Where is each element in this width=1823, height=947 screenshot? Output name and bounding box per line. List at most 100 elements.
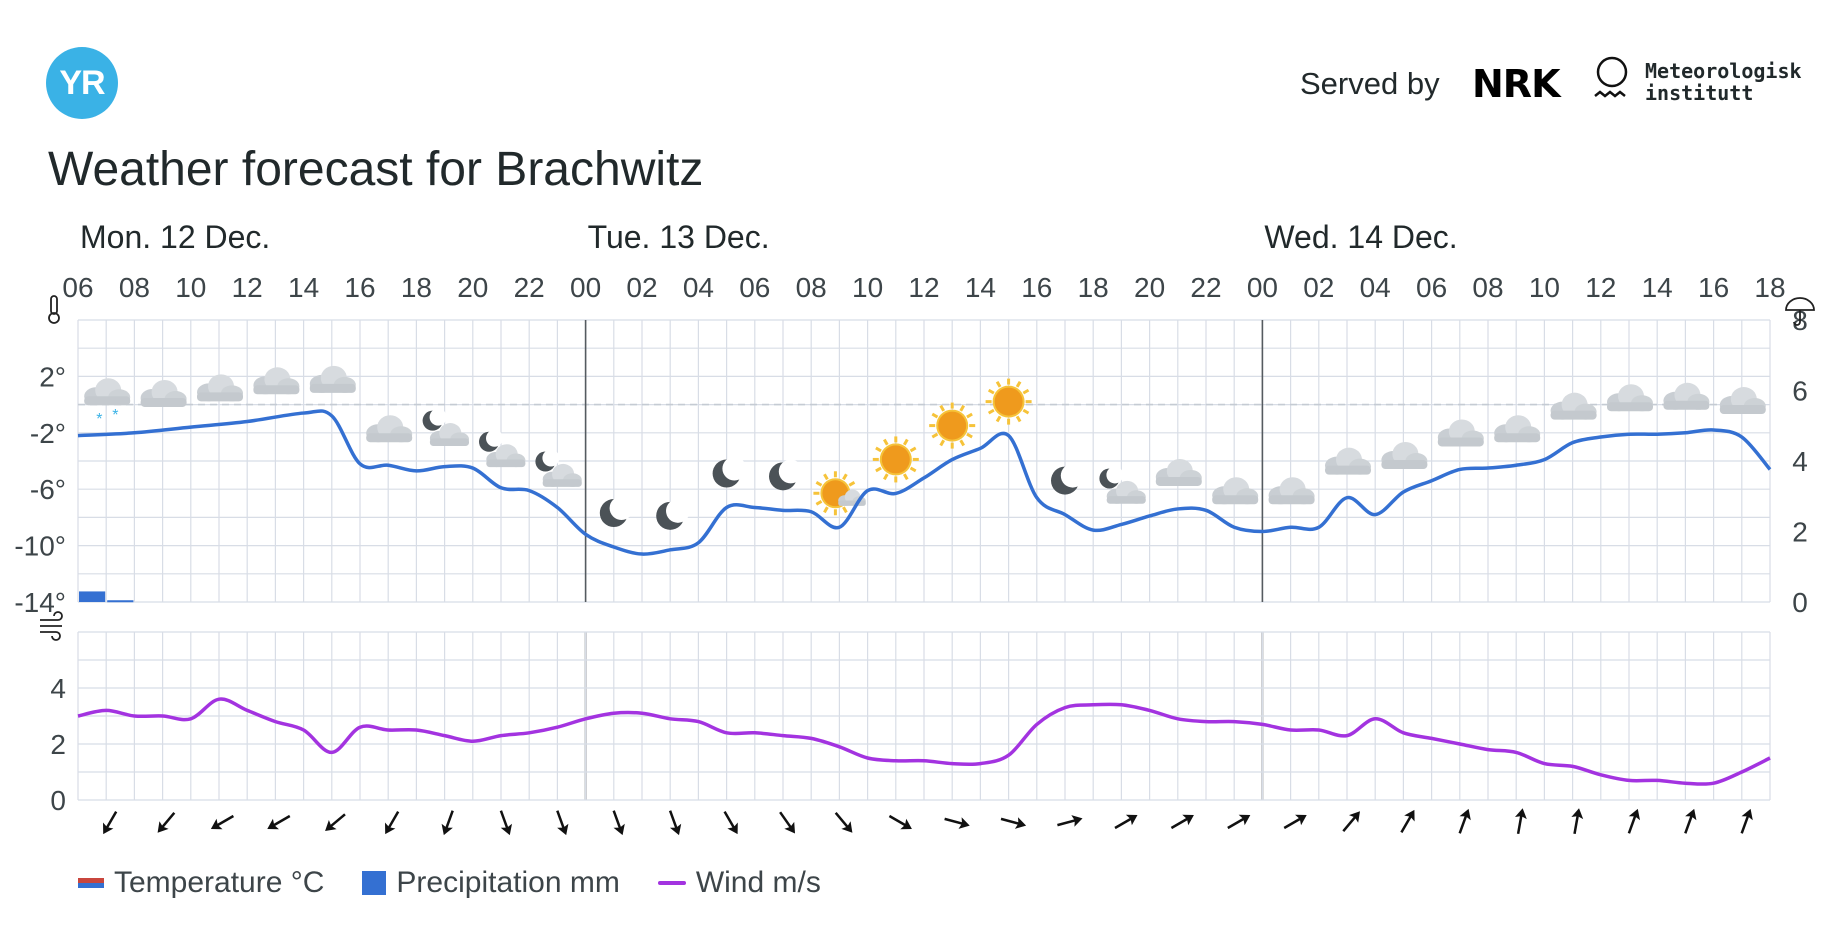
precipitation-swatch bbox=[362, 871, 387, 895]
wind-arrow-head bbox=[1685, 808, 1697, 821]
hour-tick-label: 06 bbox=[1416, 272, 1447, 303]
sun-ray bbox=[815, 480, 823, 487]
hour-tick-label: 10 bbox=[1529, 272, 1560, 303]
precipitation-bars bbox=[79, 591, 134, 603]
wind-arrow-head bbox=[1404, 809, 1415, 822]
sun-ray bbox=[909, 446, 917, 453]
sun-ray bbox=[883, 438, 889, 446]
hour-tick-label: 06 bbox=[62, 272, 93, 303]
wind-tick-label: 2 bbox=[50, 729, 66, 760]
temperature-tick-label: -6° bbox=[30, 474, 66, 505]
yr-logo[interactable]: YR bbox=[46, 47, 118, 119]
sun-ray bbox=[842, 473, 848, 481]
temperature-tick-label: -2° bbox=[30, 418, 66, 449]
sun-ray bbox=[1022, 408, 1030, 415]
wind-arrow-head bbox=[900, 818, 912, 830]
temperature-line bbox=[77, 409, 1772, 556]
hour-tick-label: 02 bbox=[626, 272, 657, 303]
cloud-part bbox=[1663, 400, 1710, 410]
sun-ray bbox=[903, 473, 909, 481]
legend-wind[interactable]: Wind m/s bbox=[657, 866, 821, 900]
cloudy-icon bbox=[1325, 447, 1371, 475]
clear-day-icon bbox=[929, 402, 976, 449]
cloudy-icon bbox=[253, 367, 300, 395]
thermometer-part bbox=[50, 295, 58, 315]
hour-tick-label: 14 bbox=[965, 272, 996, 303]
sun-ray bbox=[995, 380, 1002, 388]
wind-arrow-head bbox=[613, 823, 625, 836]
wind-arrow-icon bbox=[1684, 808, 1697, 834]
hour-tick-label: 12 bbox=[1585, 272, 1616, 303]
cloud-part bbox=[1719, 405, 1766, 415]
hour-tick-label: 20 bbox=[457, 272, 488, 303]
clear-night-icon bbox=[712, 456, 747, 488]
wind-arrow-icon bbox=[1170, 814, 1194, 830]
temperature-grid bbox=[77, 319, 1771, 603]
met-institute-logo-text[interactable]: Meteorologisk institutt bbox=[1645, 60, 1802, 104]
weather-symbols: * * bbox=[84, 365, 1766, 530]
hour-tick-label: 14 bbox=[288, 272, 319, 303]
precipitation-bar bbox=[107, 600, 134, 603]
wind-arrow-head bbox=[1741, 808, 1753, 821]
legend-temperature[interactable]: Temperature °C bbox=[78, 866, 324, 900]
hour-tick-label: 00 bbox=[1247, 272, 1278, 303]
moon-part bbox=[542, 449, 560, 467]
hour-tick-label: 08 bbox=[119, 272, 150, 303]
wind-arrow-head bbox=[103, 822, 114, 835]
hour-tick-label: 16 bbox=[1021, 272, 1052, 303]
wind-tick-label: 4 bbox=[50, 673, 66, 704]
cloudy-icon bbox=[1437, 419, 1484, 447]
sun-ray bbox=[875, 466, 882, 473]
wind-arrow-icon bbox=[779, 811, 796, 834]
precipitation-tick-label: 4 bbox=[1792, 446, 1808, 477]
wind-arrow-icon bbox=[1057, 815, 1083, 827]
hour-tick-label: 22 bbox=[1190, 272, 1221, 303]
moon-part bbox=[778, 459, 803, 484]
wind-arrow-head bbox=[1182, 814, 1194, 826]
wind-line bbox=[77, 697, 1771, 786]
wind-arrow-icon bbox=[834, 812, 853, 833]
cloudy-icon bbox=[1663, 382, 1710, 410]
partly-cloudy-night-icon bbox=[535, 449, 582, 487]
hour-tick-label: 10 bbox=[175, 272, 206, 303]
cloud-part bbox=[140, 397, 187, 407]
sun-ray bbox=[883, 473, 889, 481]
temperature-swatch-cold bbox=[78, 883, 104, 888]
hour-tick-label: 04 bbox=[1360, 272, 1391, 303]
wind-arrow-icon bbox=[103, 810, 118, 835]
wind-arrow-icon bbox=[385, 810, 400, 835]
cloudy-icon bbox=[1268, 477, 1315, 505]
hour-tick-label: 16 bbox=[1698, 272, 1729, 303]
wind-arrow-icon bbox=[325, 813, 346, 831]
met-institute-logo-icon[interactable] bbox=[1592, 56, 1632, 110]
clear-night-icon bbox=[656, 499, 690, 530]
met-logo-line2: institutt bbox=[1645, 81, 1754, 105]
wind-arrow-head bbox=[1628, 808, 1641, 821]
wind-arrow-icon bbox=[1342, 811, 1360, 832]
cloud-part bbox=[1325, 465, 1371, 475]
sun-ray bbox=[939, 404, 945, 412]
cloud-part bbox=[1268, 495, 1315, 505]
cloud-part bbox=[1437, 437, 1484, 447]
wind-icon-part bbox=[40, 631, 61, 641]
temperature-axis-labels: 2° -2° -6° -10° -14° bbox=[14, 361, 66, 618]
clear-night-icon bbox=[769, 459, 803, 491]
wind-arrow-head bbox=[385, 822, 396, 835]
wind-arrow-head bbox=[727, 822, 738, 835]
wind-arrow-icon bbox=[1000, 817, 1027, 829]
sun-ray bbox=[966, 412, 973, 419]
moon-part bbox=[1106, 466, 1124, 484]
wind-arrow-head bbox=[157, 821, 169, 833]
cloud-part bbox=[838, 500, 866, 506]
nrk-logo[interactable]: NRK bbox=[1472, 62, 1561, 106]
legend-precipitation[interactable]: Precipitation mm bbox=[362, 866, 620, 900]
umbrella-part bbox=[1793, 310, 1801, 326]
umbrella-icon bbox=[1785, 297, 1815, 326]
wind-arrow-icon bbox=[210, 814, 235, 830]
clear-day-icon bbox=[872, 436, 919, 483]
wind-arrow-head bbox=[1071, 815, 1083, 827]
wind-arrow-icon bbox=[157, 812, 176, 833]
partly-cloudy-day-icon bbox=[813, 471, 866, 516]
sun-ray bbox=[1015, 380, 1022, 388]
